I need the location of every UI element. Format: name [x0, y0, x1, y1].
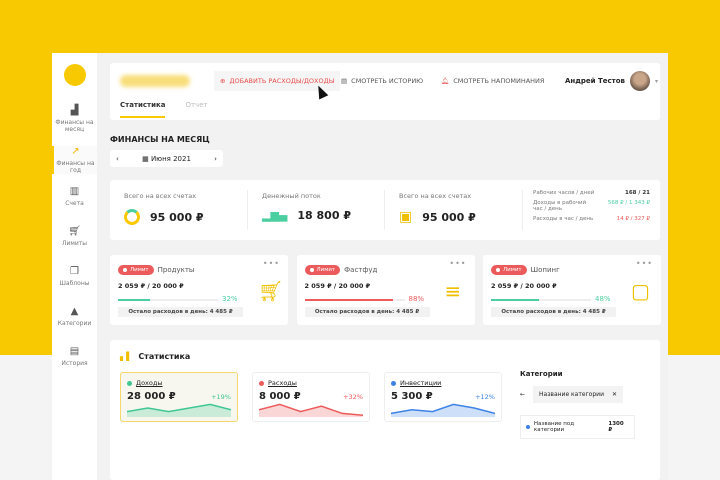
- summary-card: Всего на всех счетах 95 000 ₽ Денежный п…: [110, 180, 660, 240]
- limit-progress: [304, 299, 405, 301]
- limit-badge: Лимит: [118, 265, 154, 275]
- wallet-icon: ▣: [399, 209, 413, 225]
- chart-bar-icon: ▟: [70, 105, 79, 116]
- chevron-down-icon: ▾: [654, 77, 658, 85]
- sidebar: ▟ Финансы на месяц ↗ Финансы на год ▥ Счета 🛒︎…: [52, 53, 97, 480]
- logo[interactable]: [64, 64, 86, 86]
- add-transaction-button[interactable]: ⊕ Добавить расходы/доходы: [214, 71, 341, 91]
- shapes-icon: ▲: [70, 306, 79, 317]
- plus-circle-icon: ⊕: [220, 77, 226, 85]
- date-value[interactable]: ▦ Июня 2021: [142, 154, 191, 163]
- trend-sparkline: [259, 403, 363, 417]
- limit-progress: [491, 299, 591, 301]
- page-title: ФИНАНСЫ НА МЕСЯЦ: [110, 135, 210, 144]
- limit-card[interactable]: Лимит Шопинг ••• 2 059 ₽ / 20 000 ₽ 48% О…: [483, 255, 661, 325]
- header: ⊕ Добавить расходы/доходы ▤ Смотреть истор…: [110, 63, 660, 120]
- sidebar-item-3[interactable]: 🛒︎ Лимиты: [52, 226, 97, 247]
- more-options-icon[interactable]: •••: [262, 259, 280, 268]
- bag-icon: ▢: [631, 279, 650, 303]
- limit-card[interactable]: Лимит Фастфуд ••• 2 059 ₽ / 20 000 ₽ 88% …: [296, 255, 475, 325]
- sidebar-item-4[interactable]: ❐ Шаблоны: [52, 266, 97, 287]
- history-icon: ▤: [341, 77, 348, 85]
- burger-icon: ≡: [444, 279, 462, 303]
- view-history-button[interactable]: ▤ Смотреть историю: [341, 77, 424, 85]
- limit-badge: Лимит: [304, 265, 341, 275]
- trend-line: [391, 403, 495, 415]
- trend-sparkline: [391, 403, 495, 417]
- user-menu[interactable]: Андрей Тестов ▾: [565, 71, 658, 91]
- calendar-icon: ▦: [142, 154, 149, 163]
- sidebar-item-1[interactable]: ↗ Финансы на год: [52, 146, 97, 174]
- brand-logo: [120, 75, 190, 87]
- view-reminders-button[interactable]: 🔔︎ Смотреть напоминания: [441, 77, 545, 85]
- chart-growth-icon: ↗: [71, 146, 80, 157]
- back-arrow-icon[interactable]: ←: [520, 391, 526, 398]
- sidebar-item-0[interactable]: ▟ Финансы на месяц: [52, 105, 97, 133]
- avatar: [629, 71, 650, 91]
- documents-icon: ❐: [70, 266, 79, 277]
- trend-line: [259, 403, 363, 416]
- trend-area: [127, 404, 231, 417]
- bar-chart-icon: ▖▌: [120, 352, 133, 361]
- limit-card[interactable]: Лимит Продукты ••• 2 059 ₽ / 20 000 ₽ 32%…: [110, 255, 288, 325]
- next-month-button[interactable]: ›: [214, 154, 217, 163]
- more-options-icon[interactable]: •••: [635, 259, 653, 268]
- prev-month-button[interactable]: ‹: [116, 154, 119, 163]
- trend-line: [127, 403, 231, 413]
- tab-statistics[interactable]: Статистика: [120, 101, 166, 118]
- donut-icon: [124, 209, 140, 225]
- month-picker: ‹ ▦ Июня 2021 ›: [110, 150, 223, 167]
- more-options-icon[interactable]: •••: [449, 259, 467, 268]
- subcategory-item[interactable]: Название под категории 1300 ₽: [520, 415, 635, 439]
- limit-progress: [118, 299, 218, 301]
- trend-sparkline: [127, 403, 231, 417]
- sidebar-item-2[interactable]: ▥ Счета: [52, 186, 97, 207]
- bell-icon: 🔔︎: [441, 77, 450, 85]
- sidebar-item-6[interactable]: ▤ История: [52, 346, 97, 367]
- stat-card[interactable]: Расходы 8 000 ₽ +32%: [252, 372, 370, 422]
- app-window: ▟ Финансы на месяц ↗ Финансы на год ▥ Счета 🛒︎…: [52, 53, 668, 480]
- stat-card[interactable]: Доходы 28 000 ₽ +19%: [120, 372, 238, 422]
- tab-report[interactable]: Отчет: [185, 101, 208, 109]
- cart-icon: 🛒︎: [68, 226, 81, 237]
- book-icon: ▥: [69, 186, 80, 197]
- statistics-card: ▖▌ Статистика Доходы 28 000 ₽ +19% Расход…: [110, 340, 660, 480]
- category-chip[interactable]: Название категории ✕: [533, 386, 623, 403]
- stat-card[interactable]: Инвестиции 5 300 ₽ +12%: [384, 372, 502, 422]
- close-icon[interactable]: ✕: [611, 391, 617, 398]
- categories-panel: Категории ← Название категории ✕ Название …: [520, 370, 655, 439]
- trend-area: [259, 404, 363, 417]
- sidebar-item-5[interactable]: ▲ Категории: [52, 306, 97, 327]
- limit-badge: Лимит: [491, 265, 527, 275]
- cart-icon: 🛒︎: [258, 279, 284, 303]
- history-icon: ▤: [69, 346, 80, 357]
- bar-chart-icon: ▂▆▄: [262, 209, 288, 222]
